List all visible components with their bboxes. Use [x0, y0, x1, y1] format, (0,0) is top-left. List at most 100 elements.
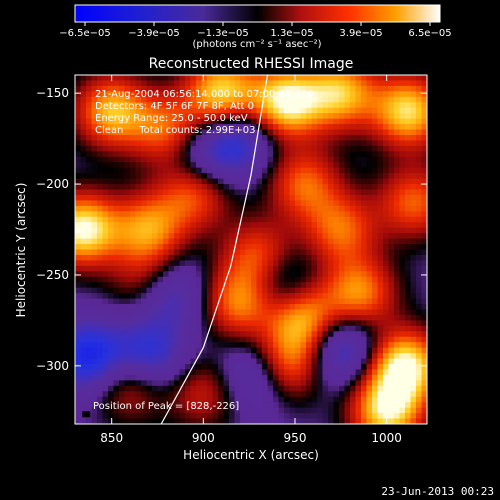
heatmap-cell	[229, 151, 235, 158]
heatmap-cell	[251, 233, 257, 239]
heatmap-cell	[366, 287, 373, 294]
heatmap-cell	[135, 211, 142, 218]
heatmap-cell	[207, 391, 213, 398]
heatmap-cell	[212, 102, 219, 109]
heatmap-cell	[157, 151, 164, 158]
heatmap-cell	[207, 216, 213, 223]
heatmap-cell	[168, 118, 175, 125]
heatmap-cell	[317, 369, 323, 376]
heatmap-cell	[201, 167, 208, 174]
heatmap-cell	[278, 211, 285, 218]
heatmap-cell	[124, 293, 131, 299]
heatmap-cell	[75, 391, 81, 398]
heatmap-cell	[251, 358, 257, 365]
heatmap-cell	[350, 336, 356, 343]
heatmap-cell	[377, 205, 384, 212]
heatmap-cell	[108, 194, 114, 201]
heatmap-cell	[146, 369, 153, 376]
heatmap-cell	[141, 184, 147, 190]
heatmap-cell	[86, 298, 92, 305]
heatmap-cell	[267, 211, 274, 218]
heatmap-cell	[366, 194, 373, 201]
heatmap-cell	[245, 91, 252, 98]
heatmap-cell	[322, 75, 329, 81]
heatmap-cell	[273, 271, 279, 278]
heatmap-cell	[273, 276, 279, 283]
heatmap-cell	[75, 216, 81, 223]
heatmap-cell	[295, 265, 301, 272]
heatmap-cell	[168, 396, 175, 403]
heatmap-cell	[278, 396, 285, 403]
heatmap-cell	[251, 173, 257, 180]
heatmap-cell	[383, 254, 389, 261]
heatmap-cell	[377, 102, 384, 109]
heatmap-cell	[328, 134, 334, 141]
heatmap-cell	[75, 380, 81, 387]
heatmap-cell	[416, 265, 422, 272]
heatmap-cell	[405, 129, 411, 136]
heatmap-cell	[119, 211, 125, 218]
heatmap-cell	[135, 309, 142, 316]
heatmap-cell	[157, 211, 164, 218]
heatmap-cell	[295, 298, 301, 305]
heatmap-cell	[229, 140, 235, 147]
heatmap-cell	[394, 364, 400, 370]
heatmap-cell	[251, 287, 257, 294]
heatmap-cell	[366, 189, 373, 196]
heatmap-cell	[311, 173, 318, 180]
heatmap-cell	[295, 331, 301, 338]
heatmap-cell	[273, 413, 279, 419]
heatmap-cell	[399, 140, 406, 147]
heatmap-cell	[317, 276, 323, 283]
heatmap-cell	[179, 173, 186, 180]
heatmap-cell	[278, 178, 285, 185]
heatmap-cell	[410, 233, 417, 239]
heatmap-cell	[262, 124, 268, 130]
heatmap-cell	[179, 194, 186, 201]
heatmap-cell	[130, 134, 136, 141]
heatmap-cell	[344, 249, 351, 256]
heatmap-cell	[284, 96, 290, 103]
heatmap-cell	[196, 222, 202, 229]
heatmap-cell	[240, 194, 246, 201]
heatmap-cell	[355, 140, 362, 147]
heatmap-cell	[295, 75, 301, 81]
heatmap-cell	[328, 407, 334, 414]
heatmap-cell	[108, 314, 114, 321]
heatmap-cell	[163, 418, 169, 424]
heatmap-cell	[366, 227, 373, 234]
heatmap-cell	[355, 244, 362, 250]
heatmap-cell	[383, 402, 389, 409]
heatmap-cell	[344, 184, 351, 190]
heatmap-cell	[80, 418, 87, 424]
heatmap-cell	[207, 271, 213, 278]
heatmap-cell	[240, 369, 246, 376]
heatmap-cell	[229, 189, 235, 196]
heatmap-cell	[251, 124, 257, 130]
heatmap-cell	[322, 418, 329, 424]
heatmap-cell	[372, 189, 378, 196]
heatmap-cell	[91, 309, 98, 316]
heatmap-cell	[361, 314, 367, 321]
heatmap-cell	[91, 271, 98, 278]
heatmap-cell	[372, 391, 378, 398]
heatmap-cell	[97, 113, 103, 120]
heatmap-cell	[113, 113, 120, 120]
heatmap-cell	[113, 91, 120, 98]
heatmap-cell	[256, 222, 263, 229]
heatmap-cell	[306, 96, 312, 103]
heatmap-cell	[322, 211, 329, 218]
heatmap-cell	[174, 254, 180, 261]
heatmap-cell	[113, 189, 120, 196]
heatmap-cell	[251, 244, 257, 250]
heatmap-cell	[190, 298, 197, 305]
heatmap-cell	[273, 391, 279, 398]
heatmap-cell	[130, 331, 136, 338]
heatmap-cell	[119, 173, 125, 180]
heatmap-cell	[157, 80, 164, 87]
heatmap-cell	[405, 80, 411, 87]
heatmap-cell	[278, 184, 285, 190]
heatmap-cell	[201, 385, 208, 392]
heatmap-cell	[372, 140, 378, 147]
heatmap-cell	[174, 173, 180, 180]
